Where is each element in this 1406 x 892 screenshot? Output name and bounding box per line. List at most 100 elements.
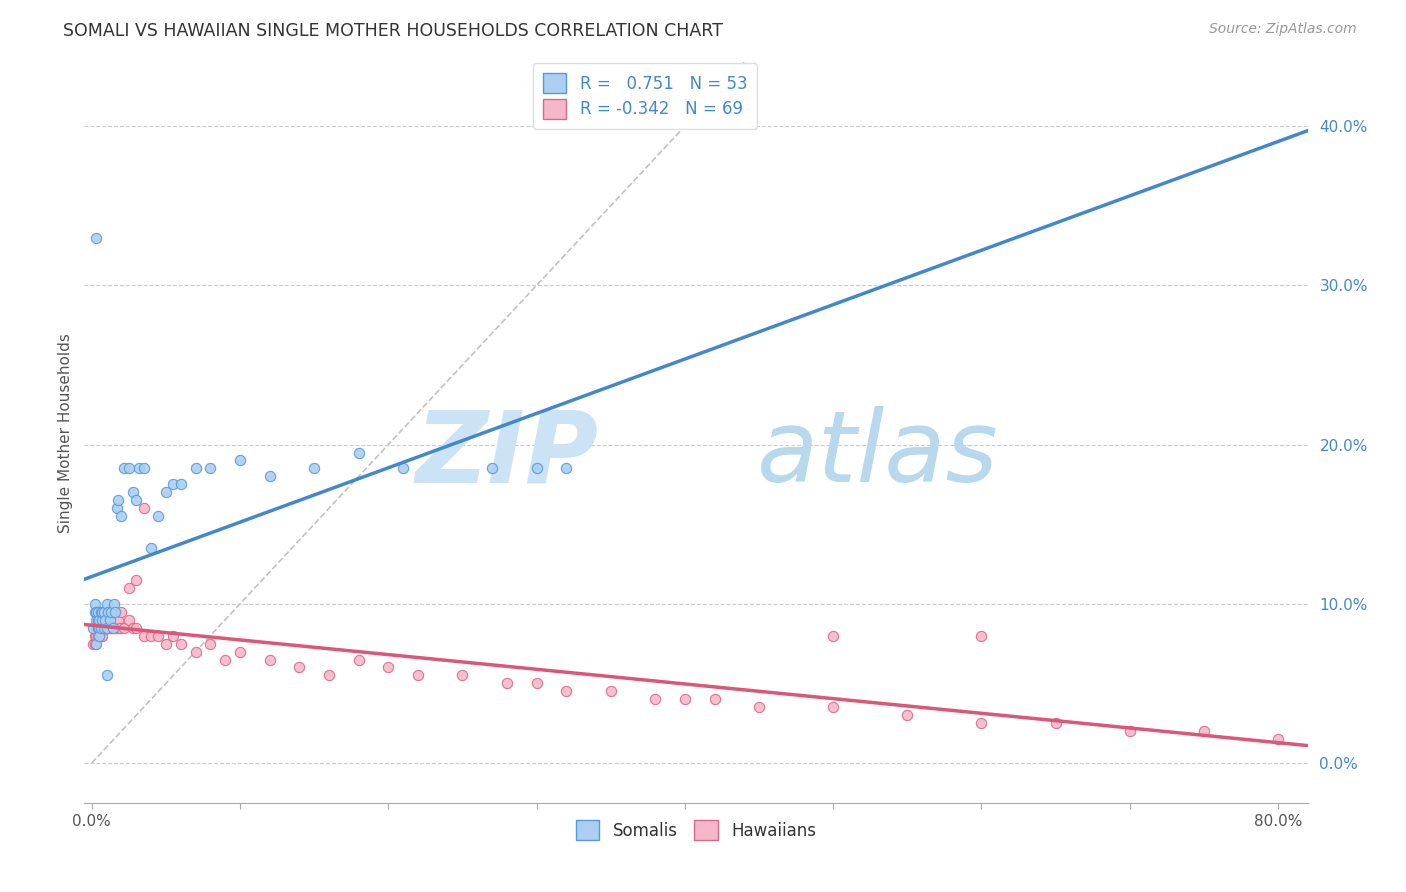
Point: [148, 509, 170, 524]
Point: [103, 605, 125, 619]
Point: [98, 613, 121, 627]
Point: [98, 613, 121, 627]
Point: [229, 453, 252, 467]
Point: [347, 652, 370, 666]
Point: [288, 660, 311, 674]
Point: [1192, 724, 1215, 739]
Point: [93, 605, 115, 619]
Point: [318, 668, 340, 682]
Point: [155, 637, 177, 651]
Point: [107, 493, 129, 508]
Point: [90, 621, 112, 635]
Point: [155, 485, 177, 500]
Point: [184, 461, 207, 475]
Point: [96, 668, 118, 682]
Point: [89, 621, 111, 635]
Point: [377, 660, 399, 674]
Point: [90, 621, 112, 635]
Point: [132, 461, 155, 475]
Point: [118, 581, 141, 595]
Point: [100, 605, 122, 619]
Point: [84, 613, 107, 627]
Point: [128, 461, 150, 475]
Text: Source: ZipAtlas.com: Source: ZipAtlas.com: [1209, 22, 1357, 37]
Y-axis label: Single Mother Households: Single Mother Households: [58, 333, 73, 533]
Point: [122, 621, 145, 635]
Point: [599, 684, 621, 698]
Point: [110, 605, 132, 619]
Point: [555, 461, 578, 475]
Point: [89, 629, 111, 643]
Point: [139, 629, 162, 643]
Point: [107, 613, 129, 627]
Point: [162, 629, 184, 643]
Point: [82, 621, 104, 635]
Point: [673, 692, 696, 706]
Point: [302, 461, 325, 475]
Point: [1267, 732, 1289, 747]
Point: [101, 605, 124, 619]
Point: [229, 644, 252, 658]
Point: [170, 477, 193, 491]
Point: [259, 469, 281, 483]
Point: [125, 573, 148, 587]
Point: [100, 621, 122, 635]
Point: [125, 493, 148, 508]
Point: [526, 461, 548, 475]
Point: [91, 629, 114, 643]
Point: [94, 613, 117, 627]
Point: [105, 621, 128, 635]
Point: [84, 230, 107, 244]
Point: [703, 692, 725, 706]
Point: [82, 637, 104, 651]
Point: [84, 605, 107, 619]
Point: [93, 621, 115, 635]
Point: [970, 629, 993, 643]
Point: [94, 621, 117, 635]
Point: [84, 629, 107, 643]
Point: [406, 668, 429, 682]
Point: [139, 541, 162, 555]
Point: [91, 613, 114, 627]
Point: [89, 613, 111, 627]
Point: [91, 605, 114, 619]
Point: [392, 461, 415, 475]
Point: [84, 621, 107, 635]
Point: [89, 621, 111, 635]
Point: [200, 637, 222, 651]
Point: [90, 629, 112, 643]
Point: [93, 621, 115, 635]
Point: [103, 597, 125, 611]
Point: [496, 676, 519, 690]
Point: [125, 621, 148, 635]
Point: [96, 597, 118, 611]
Point: [526, 676, 548, 690]
Point: [259, 652, 281, 666]
Point: [170, 637, 193, 651]
Point: [96, 621, 118, 635]
Point: [481, 461, 503, 475]
Point: [347, 445, 370, 459]
Point: [105, 501, 128, 516]
Point: [644, 692, 666, 706]
Point: [555, 684, 578, 698]
Point: [86, 613, 108, 627]
Point: [148, 629, 170, 643]
Point: [104, 621, 127, 635]
Point: [200, 461, 222, 475]
Point: [101, 621, 124, 635]
Point: [89, 613, 111, 627]
Point: [96, 621, 118, 635]
Point: [1045, 716, 1067, 731]
Point: [93, 613, 115, 627]
Point: [823, 629, 845, 643]
Point: [83, 637, 105, 651]
Point: [83, 629, 105, 643]
Point: [84, 637, 107, 651]
Point: [104, 605, 127, 619]
Point: [83, 597, 105, 611]
Point: [86, 621, 108, 635]
Text: atlas: atlas: [758, 407, 998, 503]
Point: [132, 501, 155, 516]
Point: [823, 700, 845, 714]
